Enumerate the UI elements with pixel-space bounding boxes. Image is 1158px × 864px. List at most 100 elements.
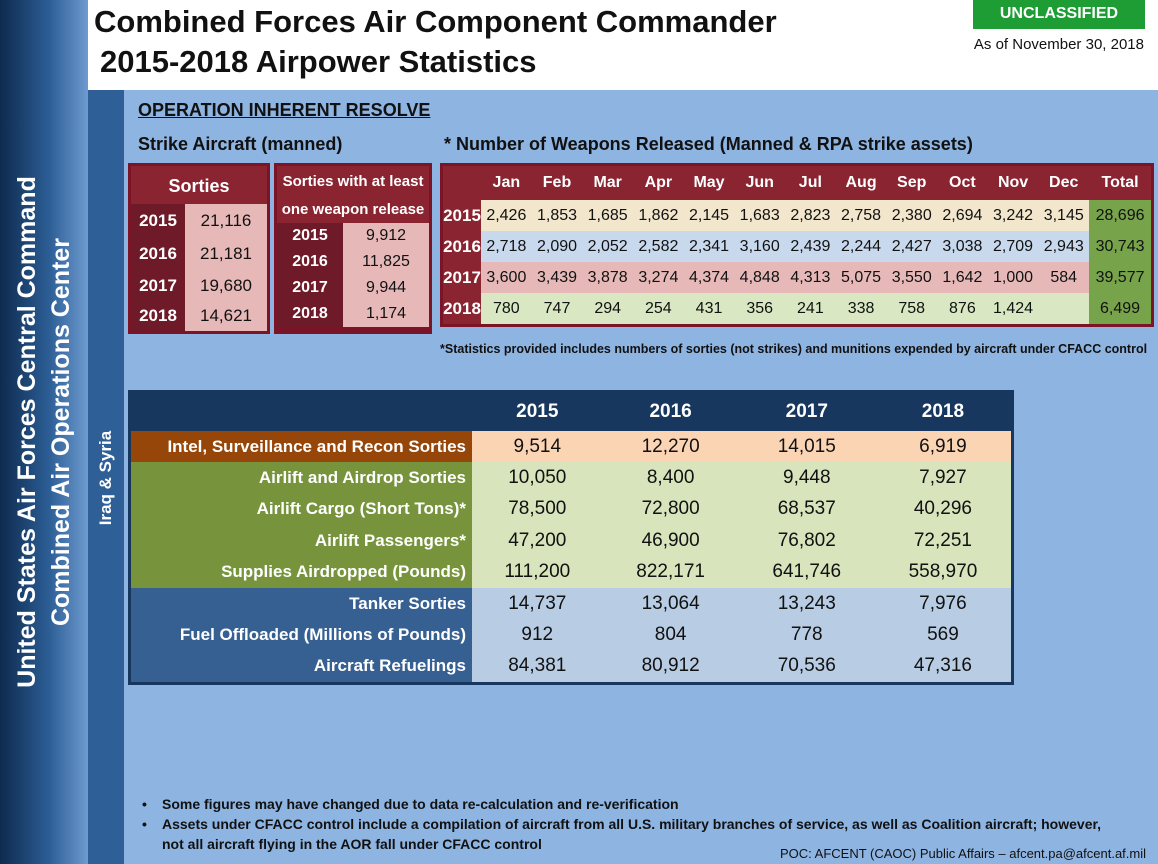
weapons-cell: 338: [835, 293, 887, 324]
stats-value: 78,500: [472, 493, 603, 526]
operation-heading: OPERATION INHERENT RESOLVE: [138, 100, 431, 120]
sorties-value: 19,680: [185, 271, 267, 301]
weapons-cell: 241: [785, 293, 836, 324]
weapons-cell: 2,758: [835, 200, 887, 231]
stats-value: 13,243: [738, 587, 875, 620]
stats-value: 641,746: [738, 556, 875, 588]
sorties-with-weapon-year: 2018: [277, 301, 343, 327]
sorties-year: 2017: [131, 271, 185, 301]
sorties-with-weapon-row: 2015 9,912: [277, 223, 429, 249]
region-label: Iraq & Syria: [96, 430, 115, 526]
weapons-cell: 3,145: [1038, 200, 1090, 231]
title-line2: 2015-2018 Airpower Statistics: [100, 44, 537, 79]
weapons-cell: 3,274: [633, 262, 684, 293]
weapons-year: 2015: [443, 200, 481, 231]
stats-row-aircraft-refuelings: Aircraft Refuelings 84,381 80,912 70,536…: [131, 650, 1011, 682]
weapons-cell: 3,038: [937, 231, 988, 262]
month-header: May: [683, 166, 735, 200]
stats-value: 13,064: [602, 587, 739, 620]
sorties-year: 2016: [131, 237, 185, 271]
sorties-row: 2017 19,680: [131, 271, 267, 301]
note-item: Some figures may have changed due to dat…: [140, 794, 1110, 814]
sorties-table: Sorties 2015 21,116 2016 21,181 2017 19,…: [128, 163, 270, 334]
stats-label: Tanker Sorties: [131, 587, 472, 620]
stats-row-airlift-cargo: Airlift Cargo (Short Tons)* 78,500 72,80…: [131, 493, 1011, 526]
weapons-header-row: Jan Feb Mar Apr May Jun Jul Aug Sep Oct …: [443, 166, 1151, 200]
weapons-released-table: Jan Feb Mar Apr May Jun Jul Aug Sep Oct …: [440, 163, 1154, 327]
stats-value: 14,737: [472, 587, 603, 620]
weapons-cell: 5,075: [835, 262, 887, 293]
command-name-line1: United States Air Forces Central Command: [13, 176, 41, 688]
stats-value: 72,251: [874, 525, 1011, 557]
stats-value: 7,976: [874, 587, 1011, 620]
weapons-total: 30,743: [1089, 231, 1151, 262]
stats-value: 68,537: [738, 493, 875, 526]
sorties-with-weapon-row: 2017 9,944: [277, 275, 429, 301]
statistics-footnote: *Statistics provided includes numbers of…: [440, 342, 1148, 356]
month-header: Mar: [582, 166, 634, 200]
weapons-cell: 2,145: [683, 200, 735, 231]
stats-value: 14,015: [738, 431, 875, 463]
weapons-cell: 3,160: [734, 231, 786, 262]
weapons-cell: 1,685: [582, 200, 634, 231]
stats-value: 822,171: [602, 556, 739, 588]
sorties-with-weapon-header-line1: Sorties with at least: [282, 173, 424, 190]
sorties-with-weapon-year: 2017: [277, 275, 343, 301]
stats-value: 47,316: [874, 650, 1011, 682]
weapons-cell: 3,600: [481, 262, 532, 293]
stats-value: 778: [738, 619, 875, 651]
sorties-with-weapon-value: 1,174: [343, 301, 429, 327]
sorties-with-weapon-value: 11,825: [343, 249, 429, 275]
strike-aircraft-heading: Strike Aircraft (manned): [138, 134, 343, 154]
sorties-row: 2015 21,116: [131, 204, 267, 237]
weapons-cell: 2,694: [937, 200, 988, 231]
weapons-cell: 1,853: [531, 200, 583, 231]
sorties-value: 14,621: [185, 301, 267, 331]
weapons-cell: 584: [1038, 262, 1090, 293]
weapons-cell: 2,341: [683, 231, 735, 262]
stats-row-tanker-sorties: Tanker Sorties 14,737 13,064 13,243 7,97…: [131, 587, 1011, 620]
weapons-cell: 2,718: [481, 231, 532, 262]
weapons-total: 39,577: [1089, 262, 1151, 293]
stats-value: 569: [874, 619, 1011, 651]
stats-label: Fuel Offloaded (Millions of Pounds): [131, 619, 472, 651]
as-of-date: As of November 30, 2018: [973, 36, 1144, 53]
weapons-cell: 2,426: [481, 200, 532, 231]
stats-corner: [131, 393, 472, 431]
total-header: Total: [1089, 166, 1151, 200]
weapons-cell: 747: [531, 293, 583, 324]
stats-value: 111,200: [472, 556, 603, 588]
stats-value: 72,800: [602, 493, 739, 526]
stats-label: Airlift Cargo (Short Tons)*: [131, 493, 472, 526]
month-header: Feb: [531, 166, 583, 200]
weapons-cell: 2,052: [582, 231, 634, 262]
point-of-contact: POC: AFCENT (CAOC) Public Affairs – afce…: [779, 846, 1146, 861]
sorties-header: Sorties: [131, 166, 267, 204]
weapons-row-2015: 2015 2,426 1,853 1,685 1,862 2,145 1,683…: [443, 200, 1151, 231]
classification-badge: UNCLASSIFIED: [973, 0, 1145, 29]
airpower-stats-table: 2015 2016 2017 2018 Intel, Surveillance …: [128, 390, 1014, 685]
sorties-with-weapon-table: Sorties with at least one weapon release…: [274, 163, 432, 334]
weapons-cell: 254: [633, 293, 684, 324]
left-banner: [0, 0, 88, 864]
stats-value: 912: [472, 619, 603, 651]
month-header: Nov: [987, 166, 1039, 200]
weapons-cell: 876: [937, 293, 988, 324]
sorties-year: 2015: [131, 204, 185, 237]
weapons-cell: 2,582: [633, 231, 684, 262]
sorties-with-weapon-row: 2016 11,825: [277, 249, 429, 275]
stats-row-fuel-offloaded: Fuel Offloaded (Millions of Pounds) 912 …: [131, 619, 1011, 651]
sorties-year: 2018: [131, 301, 185, 331]
airpower-stats-grid: 2015 2016 2017 2018 Intel, Surveillance …: [131, 393, 1011, 682]
stats-value: 7,927: [874, 462, 1011, 494]
weapons-cell: 3,242: [987, 200, 1039, 231]
stats-label: Airlift Passengers*: [131, 525, 472, 557]
weapons-cell: 2,439: [785, 231, 836, 262]
weapons-year: 2017: [443, 262, 481, 293]
weapons-cell: 2,709: [987, 231, 1039, 262]
sorties-with-weapon-value: 9,944: [343, 275, 429, 301]
weapons-cell: 356: [734, 293, 786, 324]
month-header: Sep: [886, 166, 938, 200]
stats-value: 47,200: [472, 525, 603, 557]
weapons-cell: 294: [582, 293, 634, 324]
